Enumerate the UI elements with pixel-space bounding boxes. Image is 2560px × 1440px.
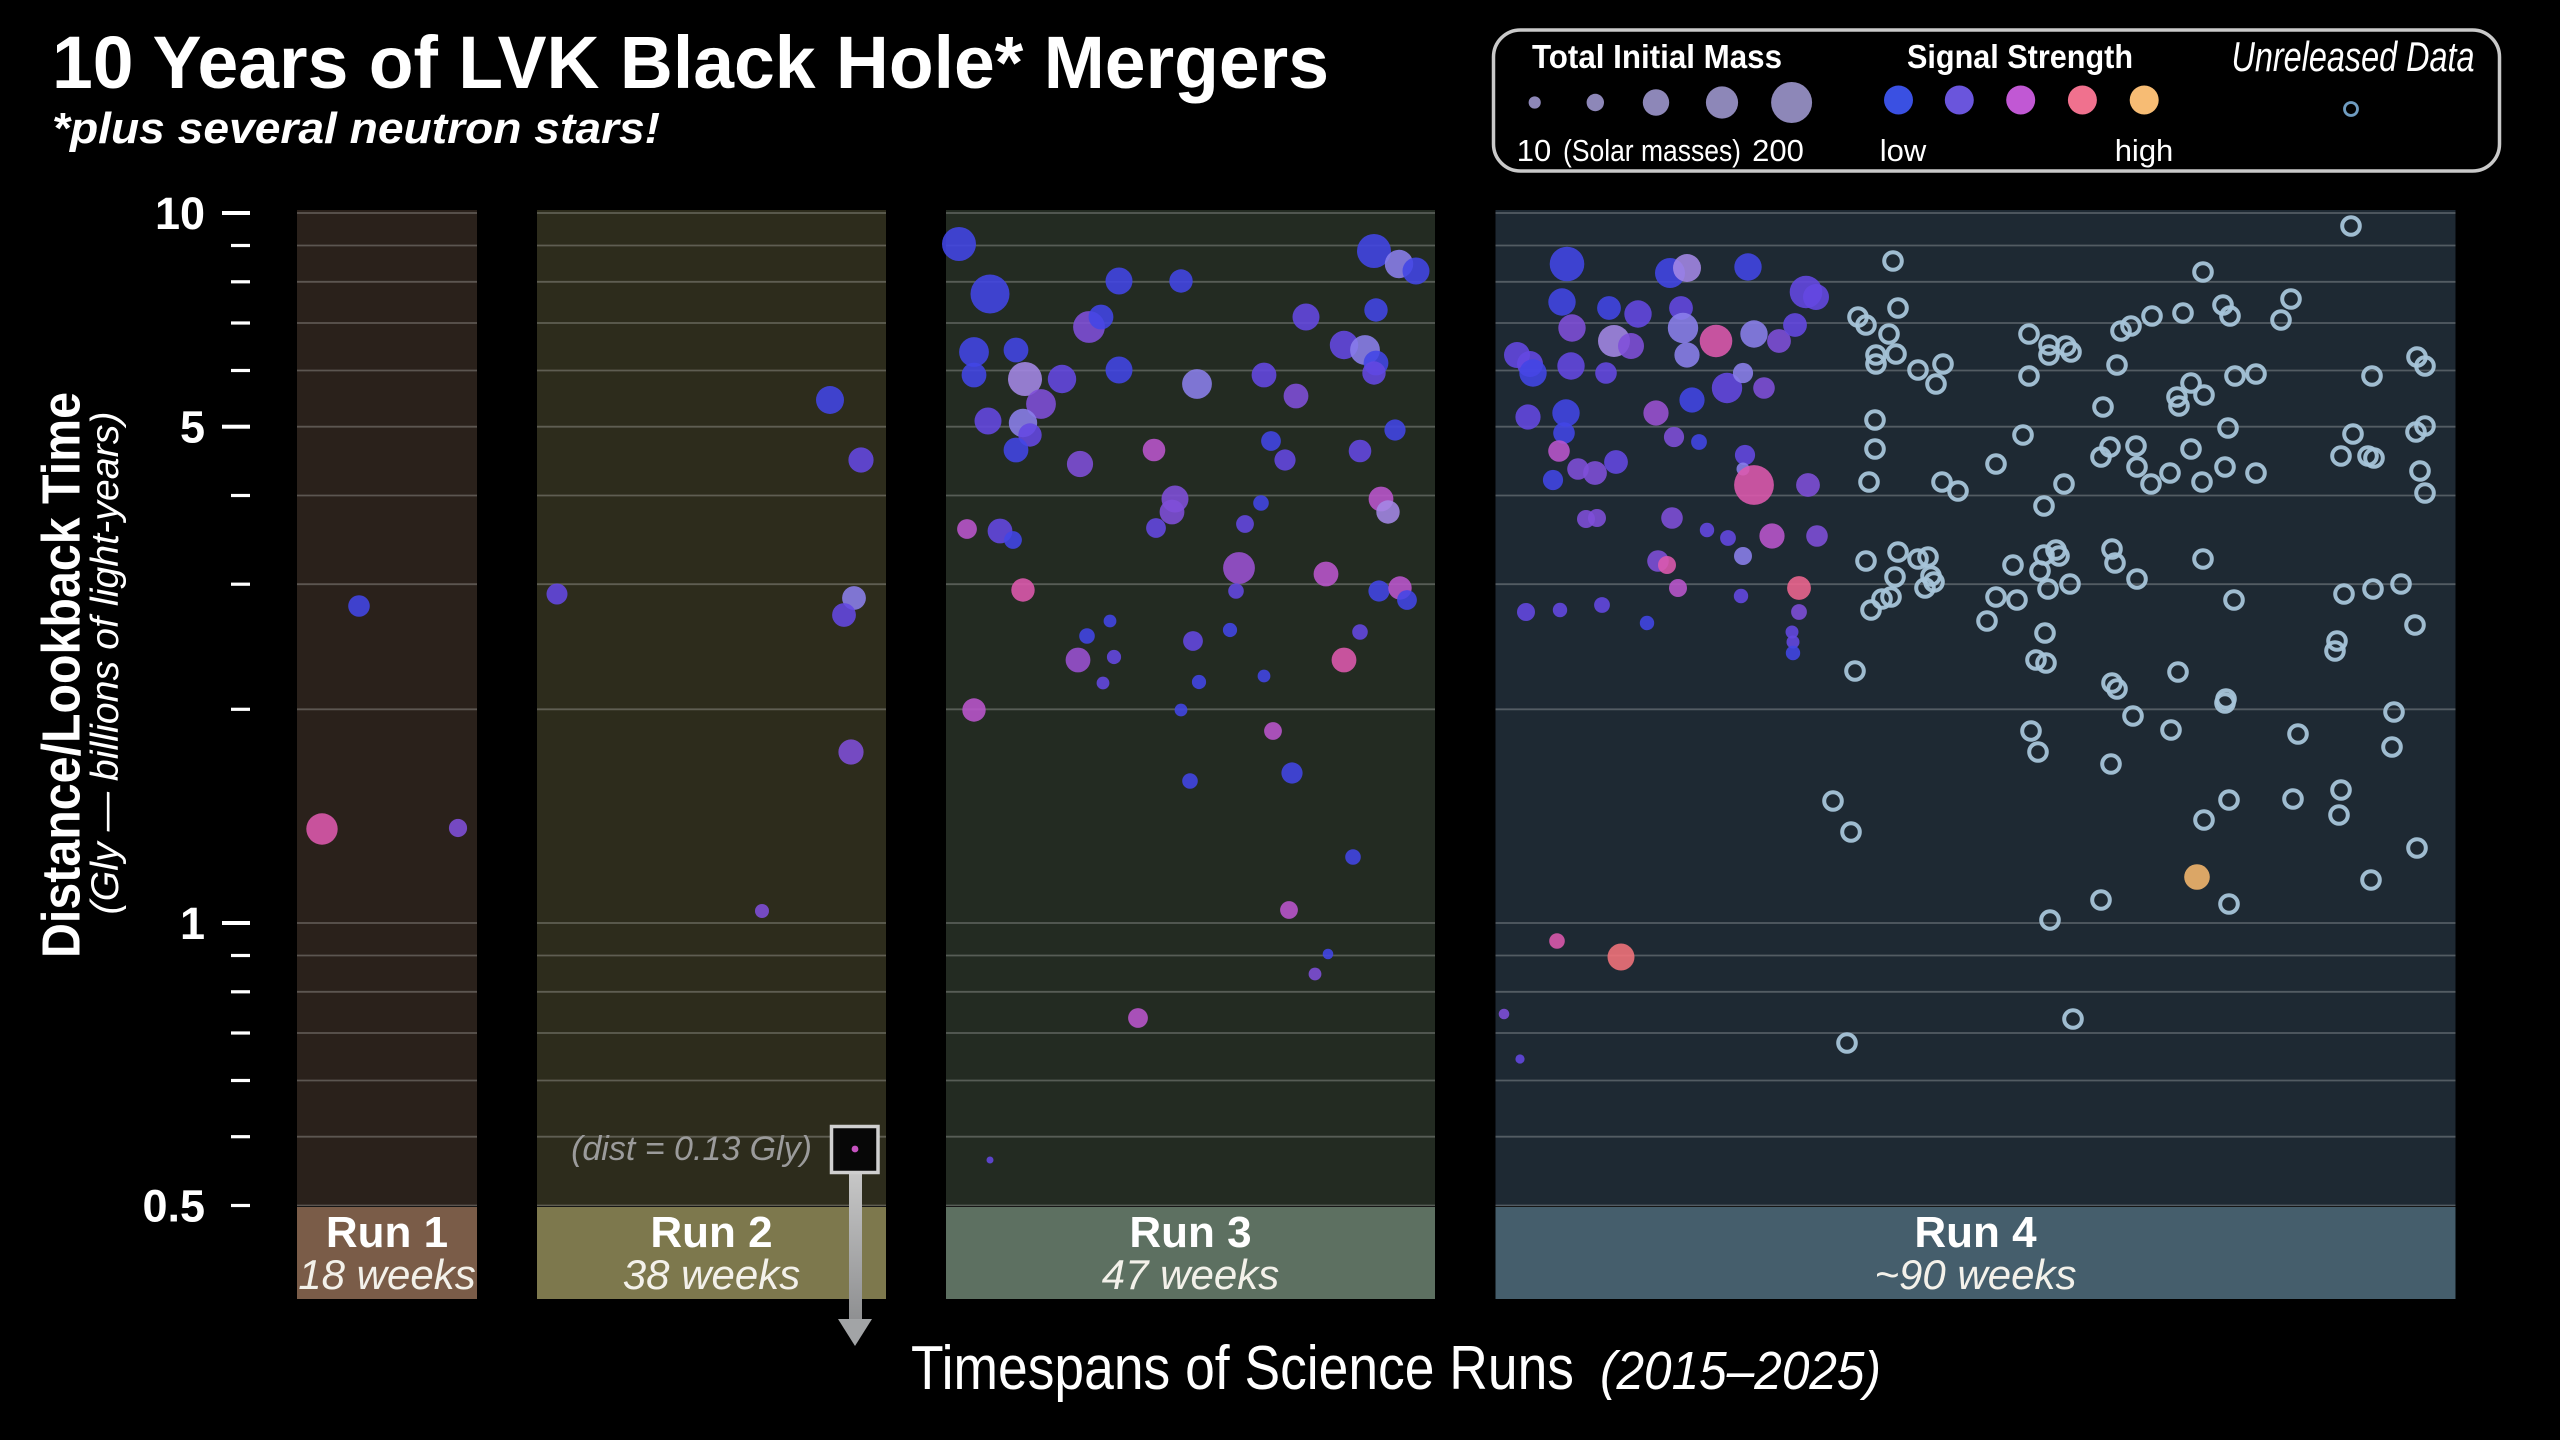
svg-text:0.5: 0.5 [142, 1181, 205, 1232]
svg-text:Run 1: Run 1 [326, 1208, 448, 1257]
svg-text:Run 3: Run 3 [1129, 1208, 1251, 1257]
svg-text:10 Years of LVK Black Hole* Me: 10 Years of LVK Black Hole* Mergers [52, 21, 1329, 104]
svg-text:low: low [1880, 133, 1927, 168]
svg-text:38 weeks: 38 weeks [623, 1251, 800, 1298]
svg-text:Unreleased Data: Unreleased Data [2232, 33, 2475, 80]
svg-text:Total Initial Mass: Total Initial Mass [1532, 38, 1782, 75]
svg-text:Distance/Lookback Time: Distance/Lookback Time [32, 392, 92, 958]
svg-text:(Gly — billions of light-years: (Gly — billions of light-years) [84, 412, 127, 915]
svg-text:Run 4: Run 4 [1914, 1208, 2037, 1257]
svg-text:(dist = 0.13 Gly): (dist = 0.13 Gly) [571, 1130, 812, 1168]
svg-text:10: 10 [1517, 133, 1551, 168]
svg-text:Timespans of Science Runs: Timespans of Science Runs [911, 1334, 1574, 1403]
svg-text:10: 10 [155, 188, 205, 239]
svg-text:Signal Strength: Signal Strength [1907, 38, 2133, 75]
svg-text:18 weeks: 18 weeks [298, 1251, 475, 1298]
svg-text:(2015–2025): (2015–2025) [1600, 1341, 1881, 1401]
svg-text:5: 5 [180, 402, 205, 453]
svg-text:*plus several neutron stars!: *plus several neutron stars! [52, 104, 660, 153]
svg-text:Run 2: Run 2 [650, 1208, 772, 1257]
svg-text:high: high [2115, 133, 2174, 168]
svg-text:47 weeks: 47 weeks [1102, 1251, 1279, 1298]
svg-text:(Solar masses): (Solar masses) [1563, 133, 1741, 168]
svg-text:1: 1 [180, 898, 205, 949]
svg-text:200: 200 [1752, 133, 1804, 168]
svg-text:~90 weeks: ~90 weeks [1875, 1251, 2077, 1298]
